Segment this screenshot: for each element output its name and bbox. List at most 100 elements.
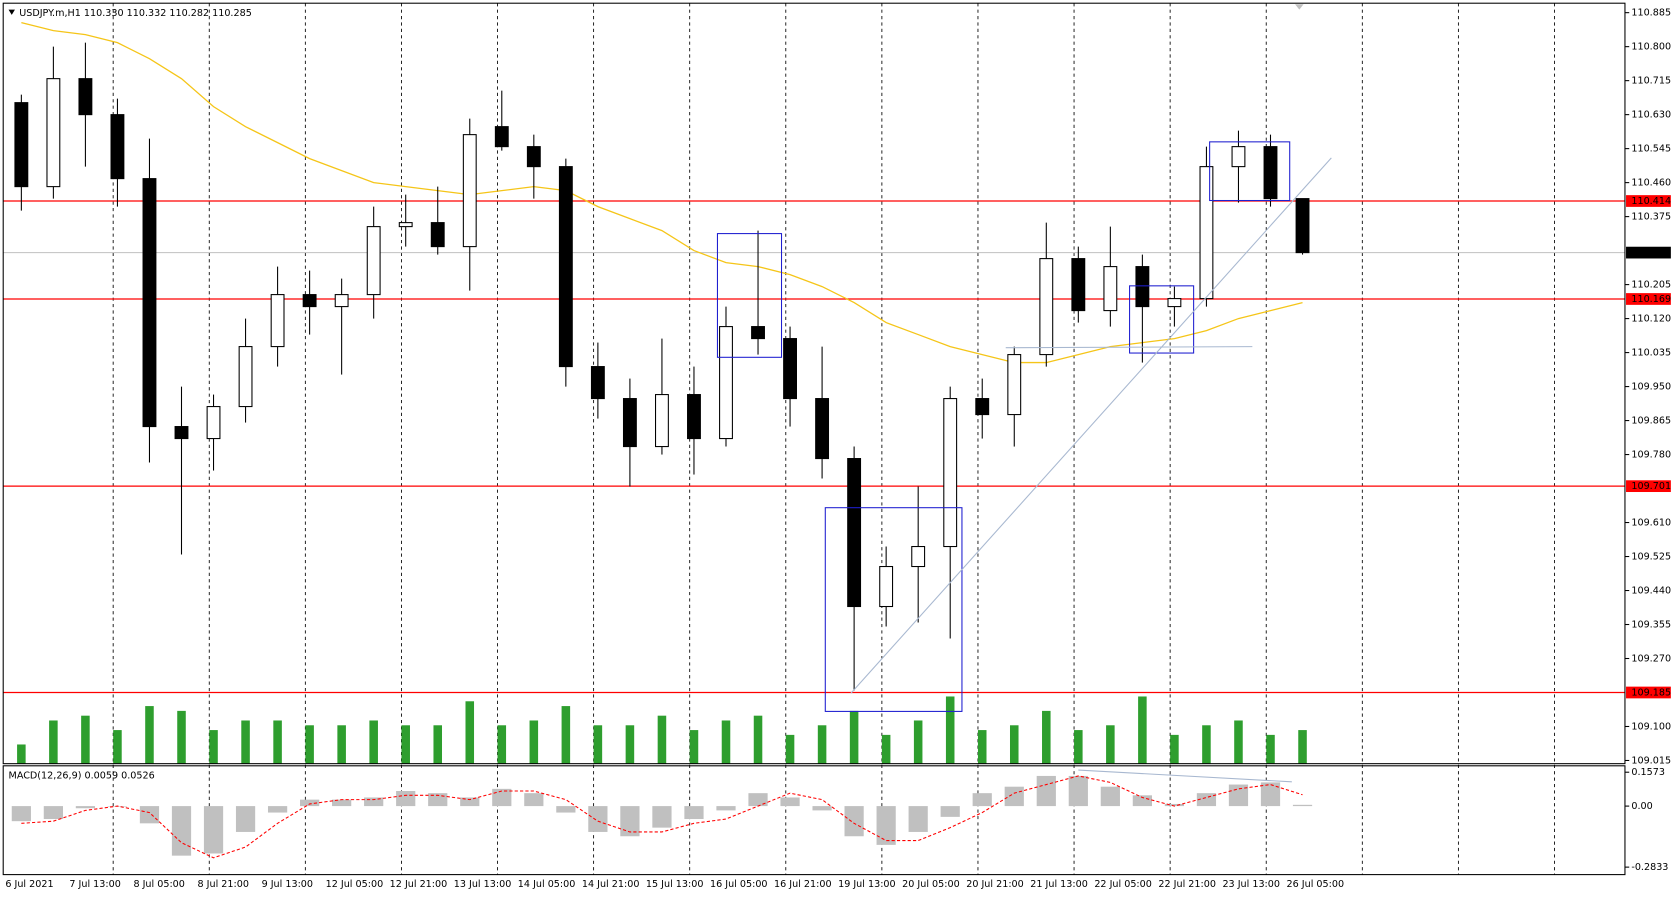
x-tick-label: 8 Jul 21:00 (198, 879, 249, 890)
candle-body (526, 146, 541, 168)
macd-bar (844, 806, 864, 837)
candle-body (238, 346, 253, 408)
volume-bar (1106, 725, 1115, 764)
macd-bar (396, 791, 416, 807)
horizontal-line (1005, 346, 1253, 349)
level-label: 109.701 (1631, 481, 1671, 492)
candle-body (687, 394, 701, 440)
day-separators (112, 3, 1555, 875)
x-tick-label: 13 Jul 13:00 (454, 879, 512, 890)
macd-bar (1132, 795, 1152, 807)
macd-bar (1196, 793, 1217, 807)
last-price-label: 110.285 (1631, 248, 1671, 259)
macd-bar (1228, 784, 1249, 807)
box (1209, 141, 1291, 202)
signal-line (21, 775, 1303, 859)
candle-body (1295, 198, 1310, 254)
volume-bar (721, 720, 731, 764)
y-tick-label: 0.1573 (1631, 767, 1665, 778)
candle-body (558, 166, 573, 368)
volume-bar (209, 730, 218, 764)
y-tick-label: 110.885 (1631, 8, 1671, 19)
y-tick-label: 109.950 (1631, 382, 1671, 393)
level-label-box (1626, 480, 1671, 493)
volume-bar (113, 730, 122, 764)
x-tick-label: 19 Jul 13:00 (838, 879, 896, 890)
level-label: 110.414 (1631, 196, 1671, 207)
level-label: 109.185 (1631, 687, 1671, 698)
main-frame (2, 2, 1626, 765)
macd-bar (75, 806, 96, 809)
menu-arrow[interactable] (8, 9, 15, 15)
macd-bar (267, 806, 288, 813)
y-tick-label: 110.035 (1631, 348, 1671, 359)
macd-title: MACD(12,26,9) 0.0059 0.0526 (9, 770, 155, 781)
macd-bar (1260, 782, 1281, 807)
candle-body (1007, 354, 1022, 416)
volume-bar (849, 710, 859, 764)
volume-bar (817, 725, 827, 764)
candle-body (1103, 266, 1118, 312)
volume-bar (177, 710, 186, 764)
x-tick-label: 16 Jul 21:00 (774, 879, 832, 890)
macd-bar (524, 793, 544, 807)
x-tick-label: 26 Jul 05:00 (1287, 879, 1345, 890)
candle-body (847, 458, 862, 608)
x-tick-label: 22 Jul 21:00 (1158, 879, 1216, 890)
volume-bar (465, 701, 475, 764)
y-tick-label: 110.375 (1631, 212, 1671, 223)
y-tick-label: 109.525 (1631, 552, 1671, 563)
macd-bar (203, 806, 224, 854)
candle-body (78, 78, 93, 116)
level-label-box (1626, 195, 1671, 207)
volume-bar (1009, 725, 1019, 764)
candle-body (879, 565, 894, 608)
volume-bar (657, 715, 667, 764)
candle-body (911, 545, 926, 568)
volume-bar (593, 725, 603, 764)
macd-bar (588, 806, 608, 832)
candle-body (783, 338, 797, 400)
volume-bar (913, 720, 923, 764)
y-tick-label: -0.2833 (1631, 862, 1668, 873)
candle-body (366, 226, 381, 296)
macd-bar (908, 806, 928, 832)
y-tick-label: 109.015 (1631, 755, 1671, 766)
candle-body (206, 406, 221, 440)
macd-bar (1036, 775, 1056, 807)
moving-average (21, 22, 1303, 364)
candle-body (975, 398, 990, 416)
box (716, 233, 783, 358)
box (1129, 285, 1195, 354)
y-tick-label: 110.120 (1631, 314, 1671, 325)
shift-marker[interactable] (1295, 4, 1304, 10)
x-tick-label: 22 Jul 05:00 (1094, 879, 1152, 890)
x-tick-label: 23 Jul 13:00 (1222, 879, 1280, 890)
macd-bar (1068, 775, 1088, 807)
volume-bar (241, 720, 250, 764)
y-tick-label: 109.100 (1631, 721, 1671, 732)
y-tick-label: 110.630 (1631, 110, 1671, 121)
y-tick-label: 110.460 (1631, 178, 1671, 189)
volume-bar (785, 734, 795, 764)
drawings (716, 141, 1332, 783)
macd-bar (460, 797, 480, 807)
x-tick-label: 21 Jul 13:00 (1030, 879, 1088, 890)
macd-frame (2, 765, 1626, 876)
macd-bar (1292, 804, 1313, 807)
candle-body (174, 426, 189, 440)
y-tick-label: 109.780 (1631, 450, 1671, 461)
x-tick-label: 7 Jul 13:00 (69, 879, 120, 890)
volume-bar (433, 725, 443, 764)
macd-bar (332, 799, 352, 807)
volume-bar (1042, 710, 1051, 764)
volume-bar (337, 725, 346, 764)
x-tick-label: 12 Jul 05:00 (326, 879, 384, 890)
macd-bar (1004, 786, 1024, 807)
candle-body (1039, 258, 1054, 356)
last-price-box (1626, 246, 1671, 259)
volume-bar (1234, 720, 1243, 764)
candle-body (815, 398, 830, 460)
